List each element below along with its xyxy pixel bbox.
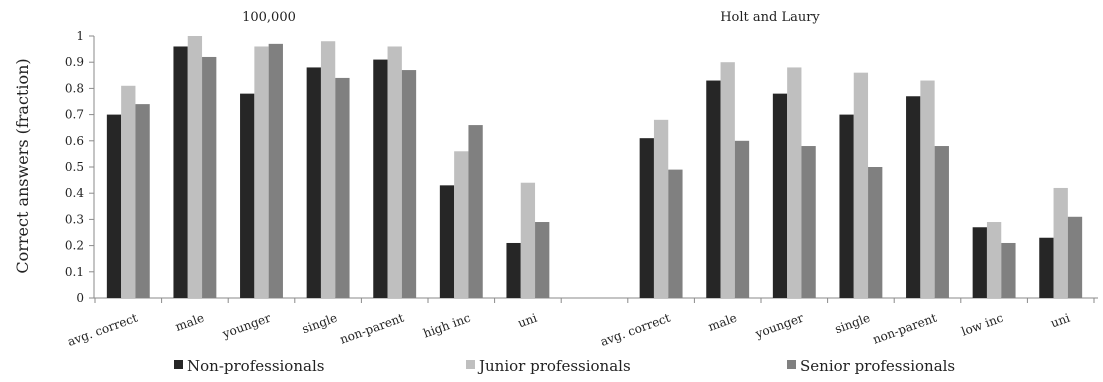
x-category-label: low inc — [960, 311, 1006, 339]
y-tick-label: 0.8 — [65, 81, 84, 95]
y-tick-label: 0.3 — [65, 212, 84, 226]
x-category-label: avg. correct — [598, 311, 672, 349]
y-tick-label: 0.1 — [65, 265, 84, 279]
x-category-label: avg. correct — [66, 311, 140, 349]
y-tick-label: 0.2 — [65, 239, 84, 253]
panel-title-100000: 100,000 — [242, 10, 296, 25]
bar — [639, 138, 654, 298]
bar — [839, 114, 854, 298]
panel-title-holt-and-laury: Holt and Laury — [720, 10, 820, 25]
bar — [535, 222, 550, 298]
bar — [373, 59, 388, 298]
bar — [868, 167, 883, 298]
bar — [106, 114, 122, 298]
x-category-label: high inc — [421, 311, 472, 341]
bar — [1039, 237, 1054, 298]
bar — [454, 151, 469, 298]
bar — [173, 46, 188, 299]
bar — [1053, 187, 1068, 298]
bar — [187, 36, 203, 298]
legend-swatch — [787, 360, 796, 369]
y-axis-label: Correct answers (fraction) — [13, 58, 32, 273]
bar — [387, 46, 402, 299]
bar — [853, 72, 869, 299]
bar — [468, 125, 483, 298]
x-category-label: younger — [753, 311, 806, 342]
bar — [202, 56, 217, 299]
y-tick-label: 0.9 — [65, 55, 84, 69]
bar — [972, 227, 987, 298]
bar — [934, 146, 949, 298]
x-category-label: non-parent — [338, 311, 406, 347]
bar — [401, 70, 417, 298]
legend-label: Junior professionals — [477, 357, 631, 375]
bar — [920, 80, 935, 298]
bar — [734, 140, 750, 298]
bar — [240, 93, 255, 298]
legend: Non-professionals Junior professionals Sen… — [174, 357, 955, 375]
bar — [706, 80, 721, 298]
bar — [1067, 216, 1083, 298]
bar — [720, 62, 735, 299]
x-category-label: single — [833, 311, 872, 337]
x-category-label: younger — [220, 311, 273, 342]
bar — [986, 222, 1002, 298]
bar — [906, 96, 921, 298]
bar — [135, 104, 150, 299]
x-category-label: single — [300, 311, 339, 337]
x-category-label: non-parent — [871, 311, 939, 347]
bar — [335, 77, 350, 298]
legend-swatch — [174, 360, 183, 369]
bar — [653, 119, 669, 298]
bar — [801, 146, 816, 298]
legend-swatch — [466, 360, 475, 369]
bar — [320, 41, 336, 299]
legend-label: Senior professionals — [800, 357, 955, 375]
y-tick-label: 0.7 — [65, 108, 84, 122]
y-tick-label: 1 — [76, 29, 84, 43]
bar — [121, 85, 136, 298]
bar — [506, 242, 521, 298]
x-category-label: uni — [516, 311, 539, 331]
bar — [668, 169, 683, 298]
y-tick-label: 0 — [76, 291, 84, 305]
y-tick-label: 0.4 — [65, 186, 84, 200]
x-category-label: uni — [1049, 311, 1072, 331]
bar — [439, 185, 455, 298]
x-category-label: male — [706, 311, 738, 334]
bar — [306, 67, 321, 298]
bar — [787, 67, 802, 298]
x-category-label: male — [173, 311, 205, 334]
bar — [772, 93, 788, 298]
legend-label: Non-professionals — [187, 357, 324, 375]
y-tick-label: 0.5 — [65, 160, 84, 174]
bar — [1001, 242, 1016, 298]
bar — [254, 46, 269, 299]
y-tick-label: 0.6 — [65, 134, 84, 148]
bars-group — [106, 36, 1083, 299]
bar — [520, 182, 536, 298]
bar — [268, 43, 283, 298]
